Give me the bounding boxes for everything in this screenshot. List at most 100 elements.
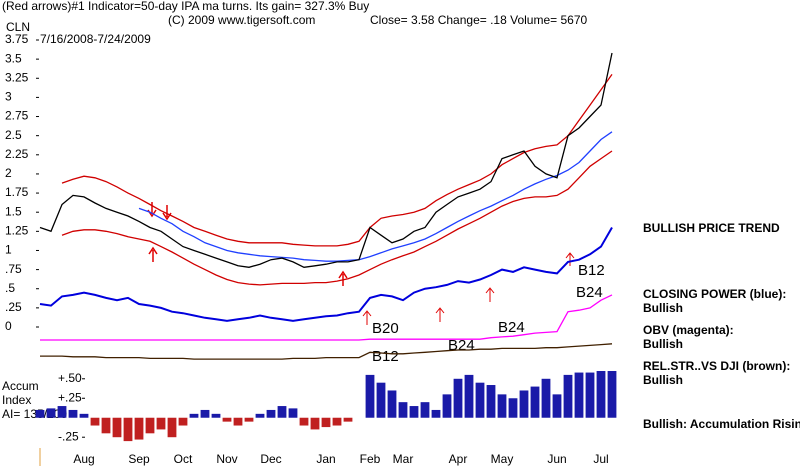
x-tick-label: Jul	[593, 452, 608, 466]
y-tick-label: 1	[5, 243, 12, 257]
bar	[266, 409, 276, 418]
bar	[178, 417, 188, 426]
x-tick-label: Feb	[360, 452, 381, 466]
bar	[409, 406, 419, 418]
bar	[156, 417, 166, 430]
x-tick-label: Jun	[547, 452, 566, 466]
bar	[200, 409, 210, 418]
bar	[508, 398, 518, 418]
bar	[299, 417, 309, 426]
x-tick-label: Sep	[128, 452, 150, 466]
bar	[453, 378, 463, 418]
y-tick-label: +.50	[58, 371, 82, 385]
accum-ai: AI= 135/200	[2, 407, 67, 421]
date-range: 7/16/2008-7/24/2009	[40, 32, 151, 46]
bar	[310, 417, 320, 430]
bar	[585, 372, 595, 418]
note: REL.STR..VS DJI (brown):	[643, 359, 790, 373]
bar	[68, 409, 78, 418]
chart-title: (Red arrows)#1 Indicator=50-day IPA ma t…	[2, 0, 369, 13]
y-tick-label: +.25	[58, 390, 82, 404]
bar	[79, 413, 89, 418]
signal-label: B24	[498, 319, 525, 336]
symbol: CLN	[6, 20, 30, 34]
bar	[145, 417, 155, 434]
bar	[233, 417, 243, 426]
bar	[343, 417, 353, 422]
bar	[431, 409, 441, 418]
bar	[222, 417, 232, 422]
y-tick-label: .75	[5, 262, 22, 276]
y-tick-label: 2.5	[5, 128, 22, 142]
bar	[123, 417, 133, 442]
series-line	[40, 294, 613, 341]
y-tick-label: 3.5	[5, 51, 22, 65]
series-line	[61, 150, 613, 286]
bar	[288, 408, 298, 418]
bar	[475, 382, 485, 418]
x-tick-label: Jan	[316, 452, 335, 466]
series-line	[138, 131, 613, 262]
bar	[167, 417, 177, 438]
y-tick-label: 2	[5, 166, 12, 180]
bar	[398, 402, 408, 418]
bar	[552, 394, 562, 418]
series-line	[61, 74, 613, 247]
y-tick-label: 1.5	[5, 204, 22, 218]
bar	[376, 382, 386, 418]
bar	[35, 409, 45, 418]
bar	[574, 372, 584, 418]
signal-label: B12	[372, 348, 399, 365]
series-line	[40, 343, 613, 360]
series-line	[39, 227, 613, 322]
bar	[497, 394, 507, 418]
bar	[530, 386, 540, 418]
accum-label: Index	[2, 393, 31, 407]
note: Bullish	[643, 337, 683, 351]
bar	[332, 417, 342, 426]
bar	[365, 374, 375, 418]
bar	[596, 371, 606, 418]
bar	[486, 385, 496, 418]
copyright: (C) 2009 www.tigersoft.com	[168, 13, 315, 27]
y-tick-label: 2.75	[5, 109, 29, 123]
note: Bullish	[643, 301, 683, 315]
bar	[101, 417, 111, 434]
note: CLOSING POWER (blue):	[643, 287, 786, 301]
x-tick-label: Aug	[73, 452, 94, 466]
y-tick-label: 2.25	[5, 147, 29, 161]
y-tick-label: 1.25	[5, 224, 29, 238]
bar	[442, 394, 452, 418]
signal-label: B24	[576, 284, 603, 301]
bar	[90, 417, 100, 426]
note: Bullish: Accumulation Rising	[643, 417, 800, 431]
x-tick-label: Oct	[174, 452, 193, 466]
bar	[112, 417, 122, 438]
accum-label: Accum	[2, 379, 39, 393]
bar	[134, 417, 144, 440]
bar	[321, 417, 331, 428]
bar	[255, 413, 265, 418]
bar	[519, 390, 529, 418]
signal-label: B20	[372, 320, 399, 337]
note: Bullish	[643, 373, 683, 387]
series-line	[39, 52, 613, 268]
bar	[541, 378, 551, 418]
bar	[607, 371, 617, 418]
x-tick-label: May	[491, 452, 514, 466]
bar	[277, 406, 287, 418]
bar	[57, 406, 67, 418]
signal-label: B12	[578, 262, 605, 279]
price-info: Close= 3.58 Change= .18 Volume= 5670	[370, 13, 587, 27]
y-tick-label: 3.25	[5, 70, 29, 84]
note: OBV (magenta):	[643, 323, 734, 337]
y-tick-label: 3.75	[5, 32, 29, 46]
bar	[189, 413, 199, 418]
x-tick-label: Mar	[393, 452, 414, 466]
note: BULLISH PRICE TREND	[643, 221, 780, 235]
bar	[244, 417, 254, 422]
y-tick-label: 1.75	[5, 185, 29, 199]
bar	[211, 413, 221, 418]
bar	[387, 390, 397, 418]
